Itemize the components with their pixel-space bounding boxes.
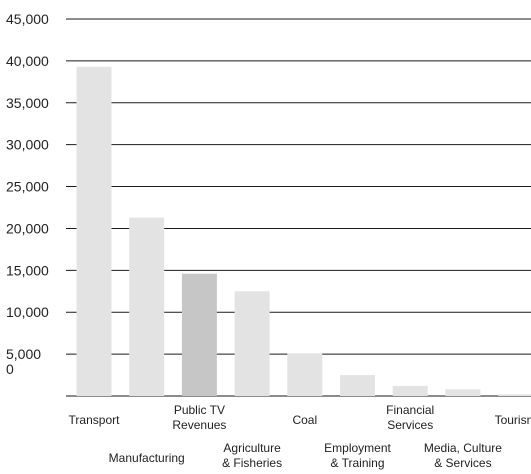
category-label: Public TV Revenues (172, 403, 226, 432)
bar-public-tv-revenues (181, 273, 217, 396)
bar-manufacturing (129, 217, 165, 396)
bar-tourism (498, 394, 531, 396)
category-label: Coal (292, 413, 317, 427)
category-label: Tourism (495, 413, 531, 427)
bar-financial-services (392, 385, 428, 396)
y-axis-tick-labels: 05,000 10,000 15,000 20,000 25,000 30,000 35,0… (6, 11, 49, 377)
category-label: Transport (69, 413, 121, 427)
bar-transport (76, 66, 112, 397)
y-tick-label: 20,000 (6, 220, 49, 236)
category-label: Financial Services (386, 403, 434, 432)
y-tick-label: 10,000 (6, 304, 49, 320)
category-label: Media, Culture & Services (424, 441, 502, 470)
y-tick-label: 5,000 (6, 346, 41, 362)
y-tick-label: 0 (6, 361, 14, 377)
y-tick-label: 30,000 (6, 137, 49, 153)
bars (76, 66, 531, 397)
category-label: Agriculture & Fisheries (222, 441, 282, 470)
y-tick-label: 35,000 (6, 95, 49, 111)
y-tick-label: 15,000 (6, 262, 49, 278)
y-tick-label: 40,000 (6, 53, 49, 69)
y-tick-label: 25,000 (6, 179, 49, 195)
bar-agriculture-fisheries (234, 291, 270, 396)
bar-media-culture-services (445, 389, 481, 396)
bar-coal (287, 353, 323, 396)
category-label: Employment & Training (324, 441, 391, 470)
x-axis-category-labels: Transport Manufacturing Public TV Revenues A… (69, 403, 531, 470)
bar-employment-training (340, 375, 375, 396)
category-label: Manufacturing (109, 451, 185, 465)
y-tick-label: 45,000 (6, 11, 49, 27)
